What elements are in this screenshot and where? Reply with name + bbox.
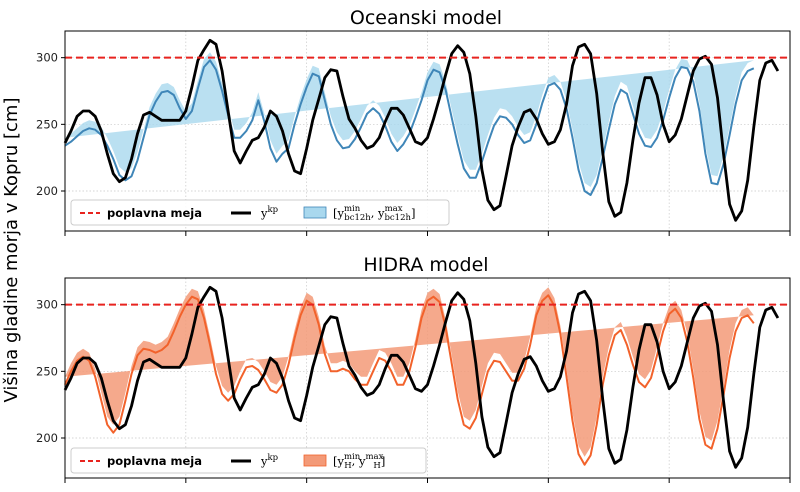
- hidra-y-ticks: 200 250 300: [36, 298, 65, 445]
- hidra-legend-band-label: [ymin H, ymax H]: [333, 452, 385, 471]
- hidra-observed-line: [63, 285, 780, 469]
- y-tick-label: 200: [36, 184, 58, 198]
- ocean-model-panel: Oceanski model 200 250 300 poplavna meja y…: [36, 7, 791, 236]
- y-tick-label: 250: [36, 364, 58, 378]
- ocean-legend-band-label: [ymin bc12h, ymax bc12h]: [333, 204, 415, 223]
- hidra-model-band: [65, 287, 754, 457]
- ocean-legend: poplavna meja ykp [ymin bc12h, ymax bc12h]: [70, 199, 450, 226]
- hidra-plot-frame: [64, 277, 791, 479]
- hidra-legend-band-swatch: [303, 454, 327, 467]
- ocean-observed-line: [63, 38, 780, 222]
- ocean-plot-area: [65, 31, 790, 231]
- y-axis-label: Višina gladine morja v Kopru [cm]: [1, 98, 22, 403]
- ocean-model-band: [65, 52, 754, 187]
- ocean-panel-title: Oceanski model: [350, 7, 502, 29]
- hidra-legend-obs-label: ykp: [260, 453, 279, 468]
- ocean-legend-obs-label: ykp: [260, 205, 279, 220]
- y-tick-label: 200: [36, 431, 58, 445]
- ocean-y-ticks: 200 250 300: [36, 51, 65, 198]
- hidra-legend: poplavna meja ykp [ymin H, ymax H]: [70, 447, 427, 474]
- ocean-legend-box: [70, 199, 450, 226]
- hidra-panel-title: HIDRA model: [363, 254, 488, 276]
- y-tick-label: 300: [36, 51, 58, 65]
- hidra-model-median-line: [64, 294, 755, 466]
- hidra-x-ticks: [64, 478, 791, 483]
- ocean-model-median-line: [64, 59, 755, 196]
- y-tick-label: 250: [36, 117, 58, 131]
- ocean-legend-flood-label: poplavna meja: [107, 206, 202, 220]
- hidra-legend-flood-label: poplavna meja: [107, 454, 202, 468]
- ocean-legend-band-swatch: [303, 206, 327, 219]
- y-tick-label: 300: [36, 298, 58, 312]
- ocean-plot-frame: [64, 30, 791, 232]
- hidra-model-panel: HIDRA model 200 250 300 poplavna meja ykp …: [36, 254, 791, 483]
- ocean-x-ticks: [64, 231, 791, 236]
